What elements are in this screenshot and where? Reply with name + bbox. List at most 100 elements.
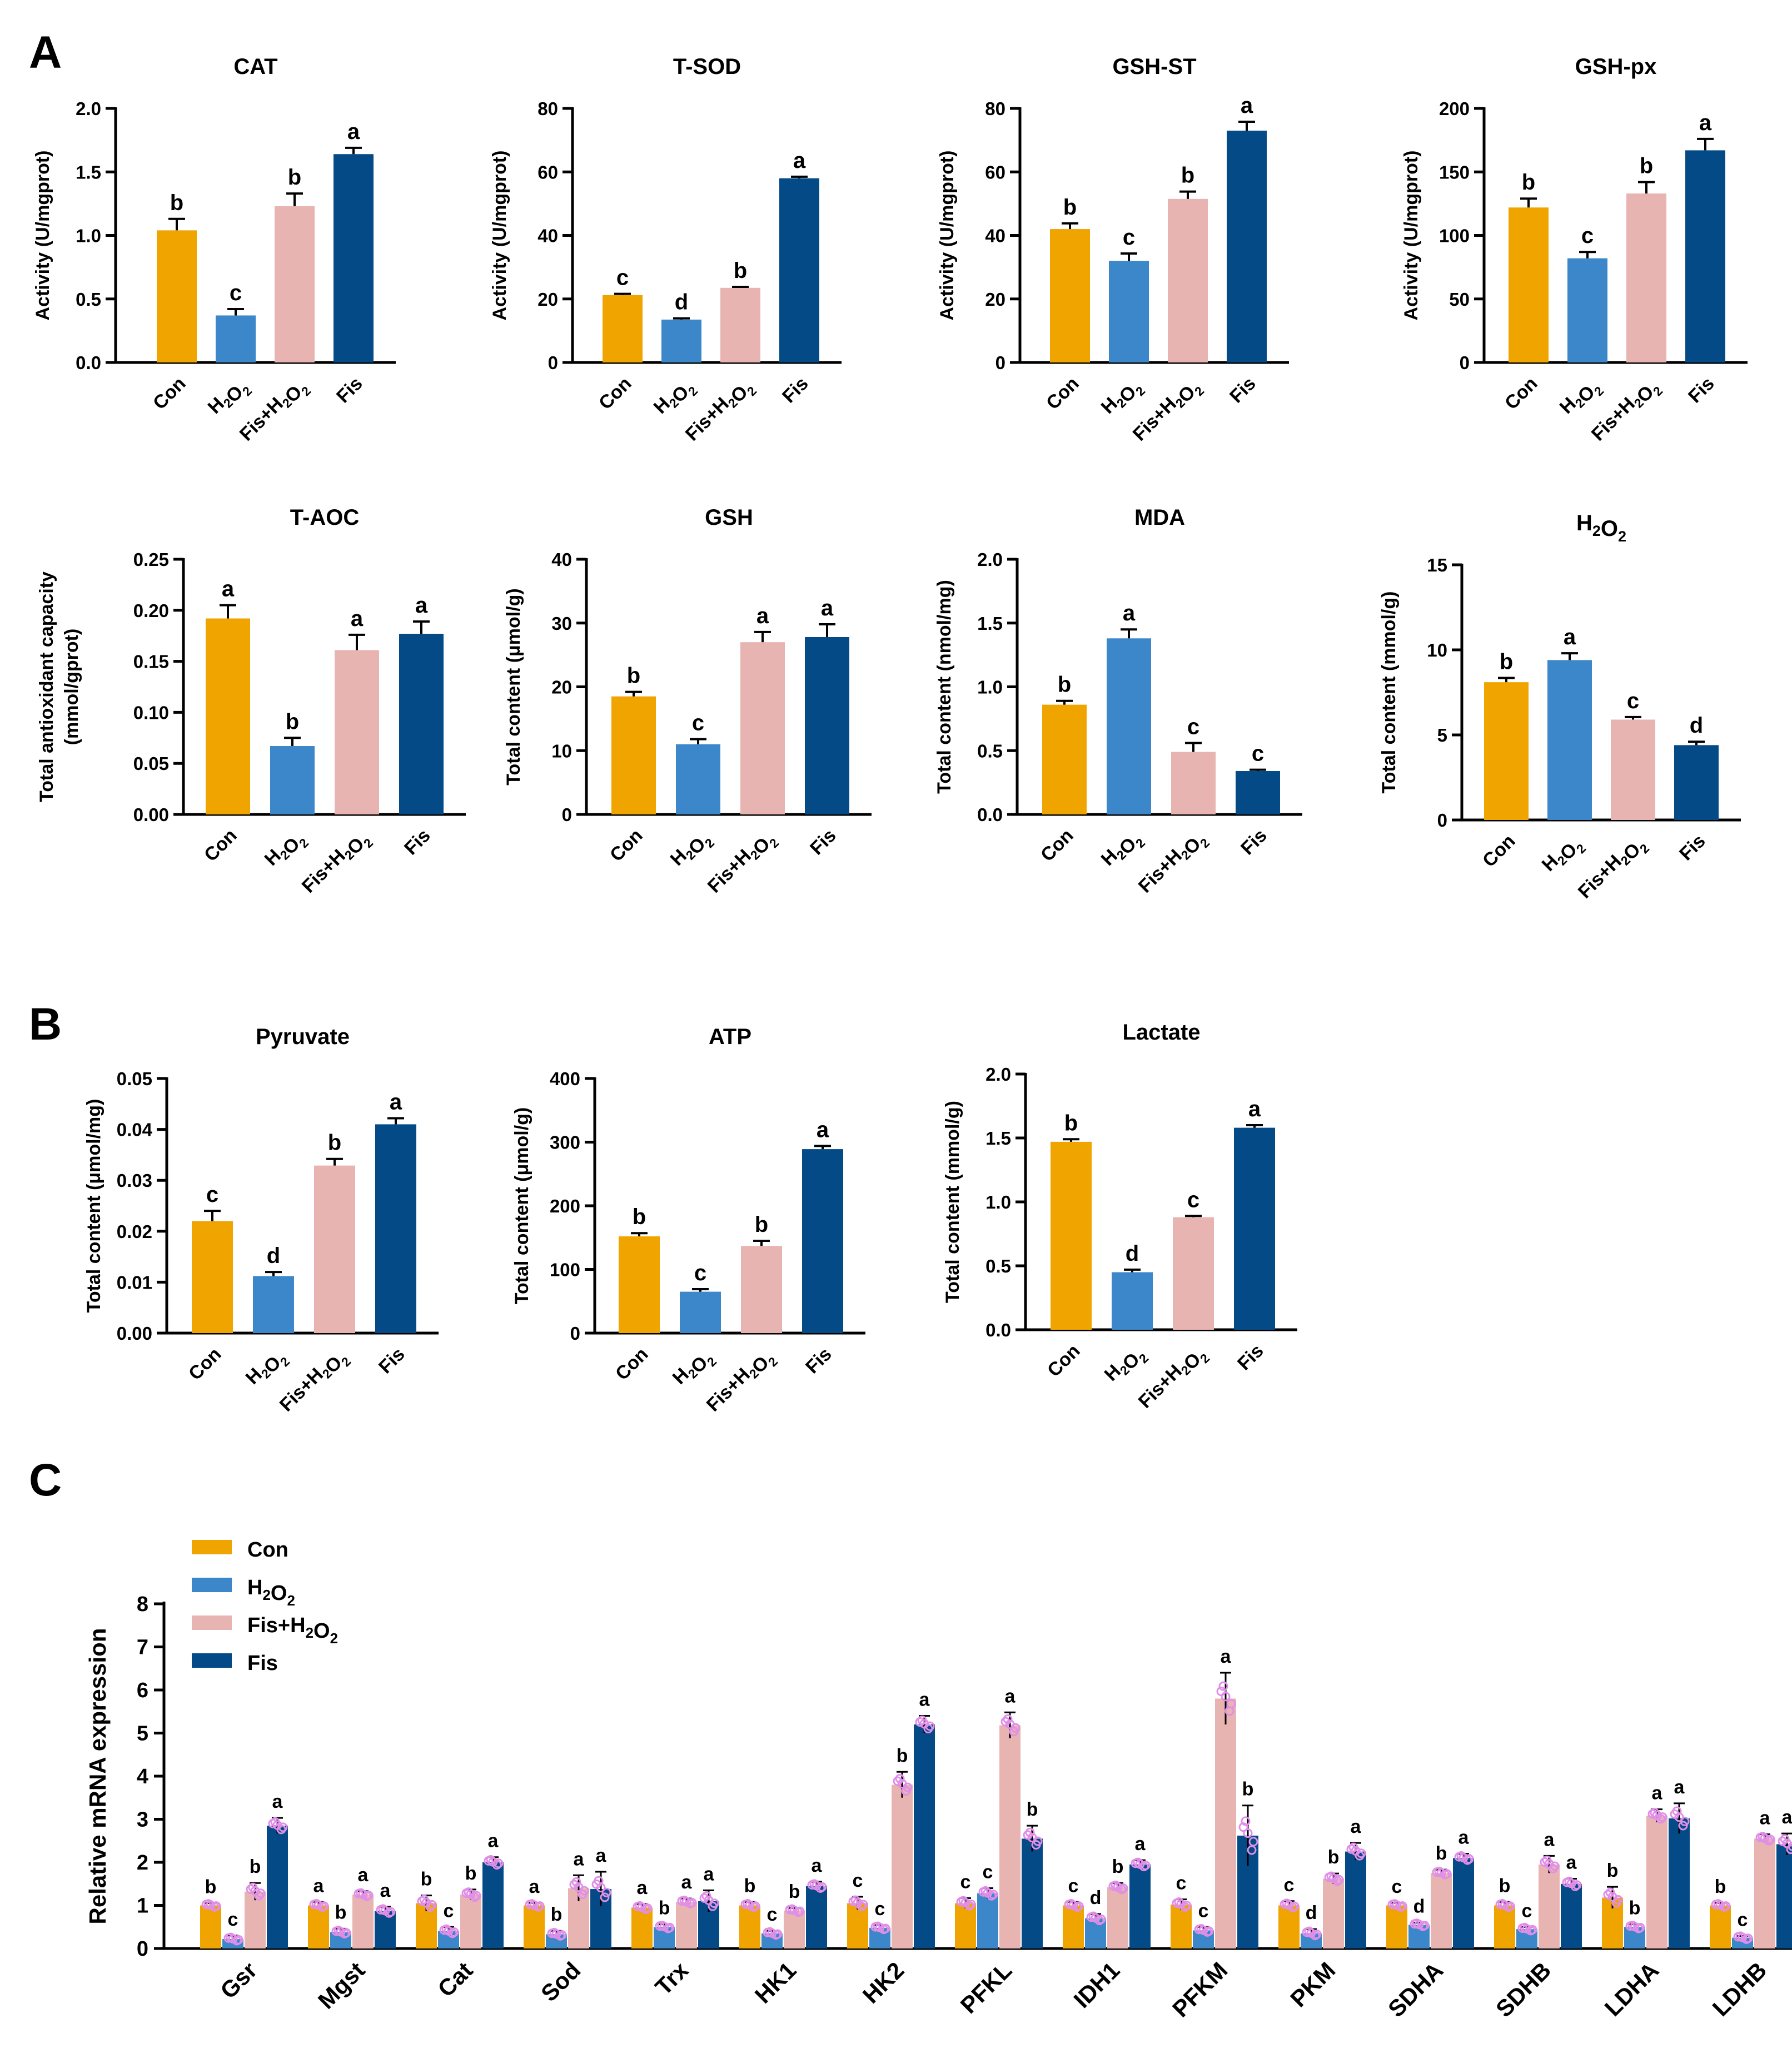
bar-Cat-2 <box>460 1895 481 1948</box>
data-point <box>1326 1871 1336 1881</box>
data-point <box>919 1719 929 1729</box>
y-tick-label: 0.25 <box>133 549 169 570</box>
significance-letter: a <box>1652 1783 1663 1804</box>
label-part: MDA <box>1134 505 1185 530</box>
y-tick-label: 7 <box>137 1636 148 1659</box>
data-point <box>1009 1727 1019 1737</box>
label-part: Con <box>1042 373 1083 414</box>
x-tick-label: Con <box>606 825 647 866</box>
data-point <box>464 1887 474 1897</box>
significance-letter: a <box>812 1855 823 1876</box>
data-point <box>1572 1880 1582 1890</box>
bar-Gsr-0 <box>200 1905 221 1948</box>
bar-lactate-1 <box>1112 1272 1153 1330</box>
significance-letter: c <box>767 1904 778 1925</box>
y-tick-label: 150 <box>1439 162 1470 182</box>
y-tick-label: 0.00 <box>133 804 169 825</box>
data-point <box>380 1906 390 1916</box>
significance-letter: a <box>1564 625 1576 649</box>
significance-letter: c <box>1252 742 1264 766</box>
data-point <box>486 1855 496 1865</box>
y-axis-label-gshpx: Activity (U/mgprot) <box>1401 151 1422 321</box>
label-part: Con <box>185 1344 226 1385</box>
bar-LDHA-3 <box>1669 1818 1690 1948</box>
y-tick-label: 40 <box>551 549 572 570</box>
data-point <box>1218 1681 1228 1691</box>
significance-letter: b <box>659 1898 670 1919</box>
panel-label-b: B <box>29 999 62 1050</box>
x-tick-label-gene: Mgst <box>313 1957 370 2014</box>
data-point <box>1248 1837 1258 1847</box>
data-point <box>596 1883 606 1893</box>
data-point <box>1715 1900 1725 1910</box>
data-point <box>1068 1900 1078 1910</box>
data-point <box>1091 1913 1101 1923</box>
y-tick-label: 0.15 <box>133 652 169 672</box>
data-point <box>421 1898 431 1908</box>
bar-cat-2 <box>275 206 315 362</box>
x-tick-label-gene: SDHB <box>1491 1957 1556 2022</box>
significance-letter: a <box>1123 601 1136 625</box>
bar-Mgst-3 <box>375 1911 396 1948</box>
significance-letter: b <box>789 1881 800 1902</box>
bar-cat-3 <box>333 154 374 362</box>
bar-mda-0 <box>1042 704 1087 814</box>
y-tick-label: 0.5 <box>977 740 1003 761</box>
y-tick-label: 40 <box>985 226 1005 246</box>
data-point <box>1414 1920 1424 1930</box>
data-point <box>1135 1859 1145 1869</box>
label-part: H <box>247 1576 262 1599</box>
data-point <box>1630 1922 1640 1932</box>
label-part: O <box>1601 516 1618 541</box>
label-part: Fis <box>802 1344 836 1378</box>
significance-letter: d <box>1090 1887 1102 1908</box>
data-point <box>980 1886 990 1896</box>
data-point <box>681 1897 691 1907</box>
y-tick-label: 0.02 <box>117 1221 152 1242</box>
bar-IDH1-0 <box>1063 1905 1084 1948</box>
x-tick-label-gene: Cat <box>432 1957 477 2002</box>
label-subscript: 2 <box>306 1624 313 1641</box>
x-tick-label: Fis <box>332 373 367 407</box>
significance-letter: c <box>1187 1187 1199 1212</box>
data-point <box>789 1905 799 1915</box>
y-tick-label: 1.5 <box>985 1128 1011 1149</box>
bar-gshst-0 <box>1050 229 1090 362</box>
significance-letter: c <box>1392 1876 1402 1897</box>
y-tick-label: 0.03 <box>117 1170 152 1191</box>
y-tick-label: 30 <box>551 613 572 634</box>
x-tick-label: H2O2 <box>1097 373 1148 424</box>
bar-gshst-3 <box>1227 130 1267 363</box>
significance-letter: b <box>288 165 301 190</box>
significance-letter: a <box>1674 1777 1685 1798</box>
label-part: Con <box>200 825 241 866</box>
significance-letter: d <box>675 290 688 315</box>
y-tick-label: 0.5 <box>985 1256 1011 1276</box>
significance-letter: a <box>1248 1097 1261 1121</box>
label-part: O <box>313 1619 330 1643</box>
data-point <box>1174 1897 1184 1907</box>
significance-letter: a <box>1459 1827 1470 1848</box>
significance-letter: c <box>616 266 629 290</box>
x-tick-label-gene: PKM <box>1285 1957 1340 2012</box>
data-point <box>1027 1833 1037 1843</box>
y-tick-label: 10 <box>1427 640 1447 660</box>
significance-letter: a <box>529 1876 540 1897</box>
bar-LDHB-2 <box>1754 1838 1775 1948</box>
label-part: Fis <box>806 825 840 859</box>
y-tick-label: 0.00 <box>117 1323 152 1344</box>
significance-letter: b <box>1500 649 1513 674</box>
label-part: Fis <box>1237 825 1271 859</box>
bar-SDHA-0 <box>1386 1905 1407 1948</box>
data-point <box>1247 1845 1257 1855</box>
x-tick-label: Con <box>1501 373 1542 414</box>
y-axis-label-mda: Total content (nmol/mg) <box>934 580 955 794</box>
significance-letter: b <box>286 709 299 734</box>
y-tick-label: 20 <box>537 289 558 310</box>
bar-SDHB-0 <box>1494 1905 1515 1948</box>
bar-taoc-1 <box>270 745 315 814</box>
significance-letter: a <box>1544 1829 1555 1850</box>
y-tick-label: 100 <box>1439 226 1470 246</box>
data-point <box>272 1820 282 1830</box>
significance-letter: a <box>1135 1833 1146 1855</box>
